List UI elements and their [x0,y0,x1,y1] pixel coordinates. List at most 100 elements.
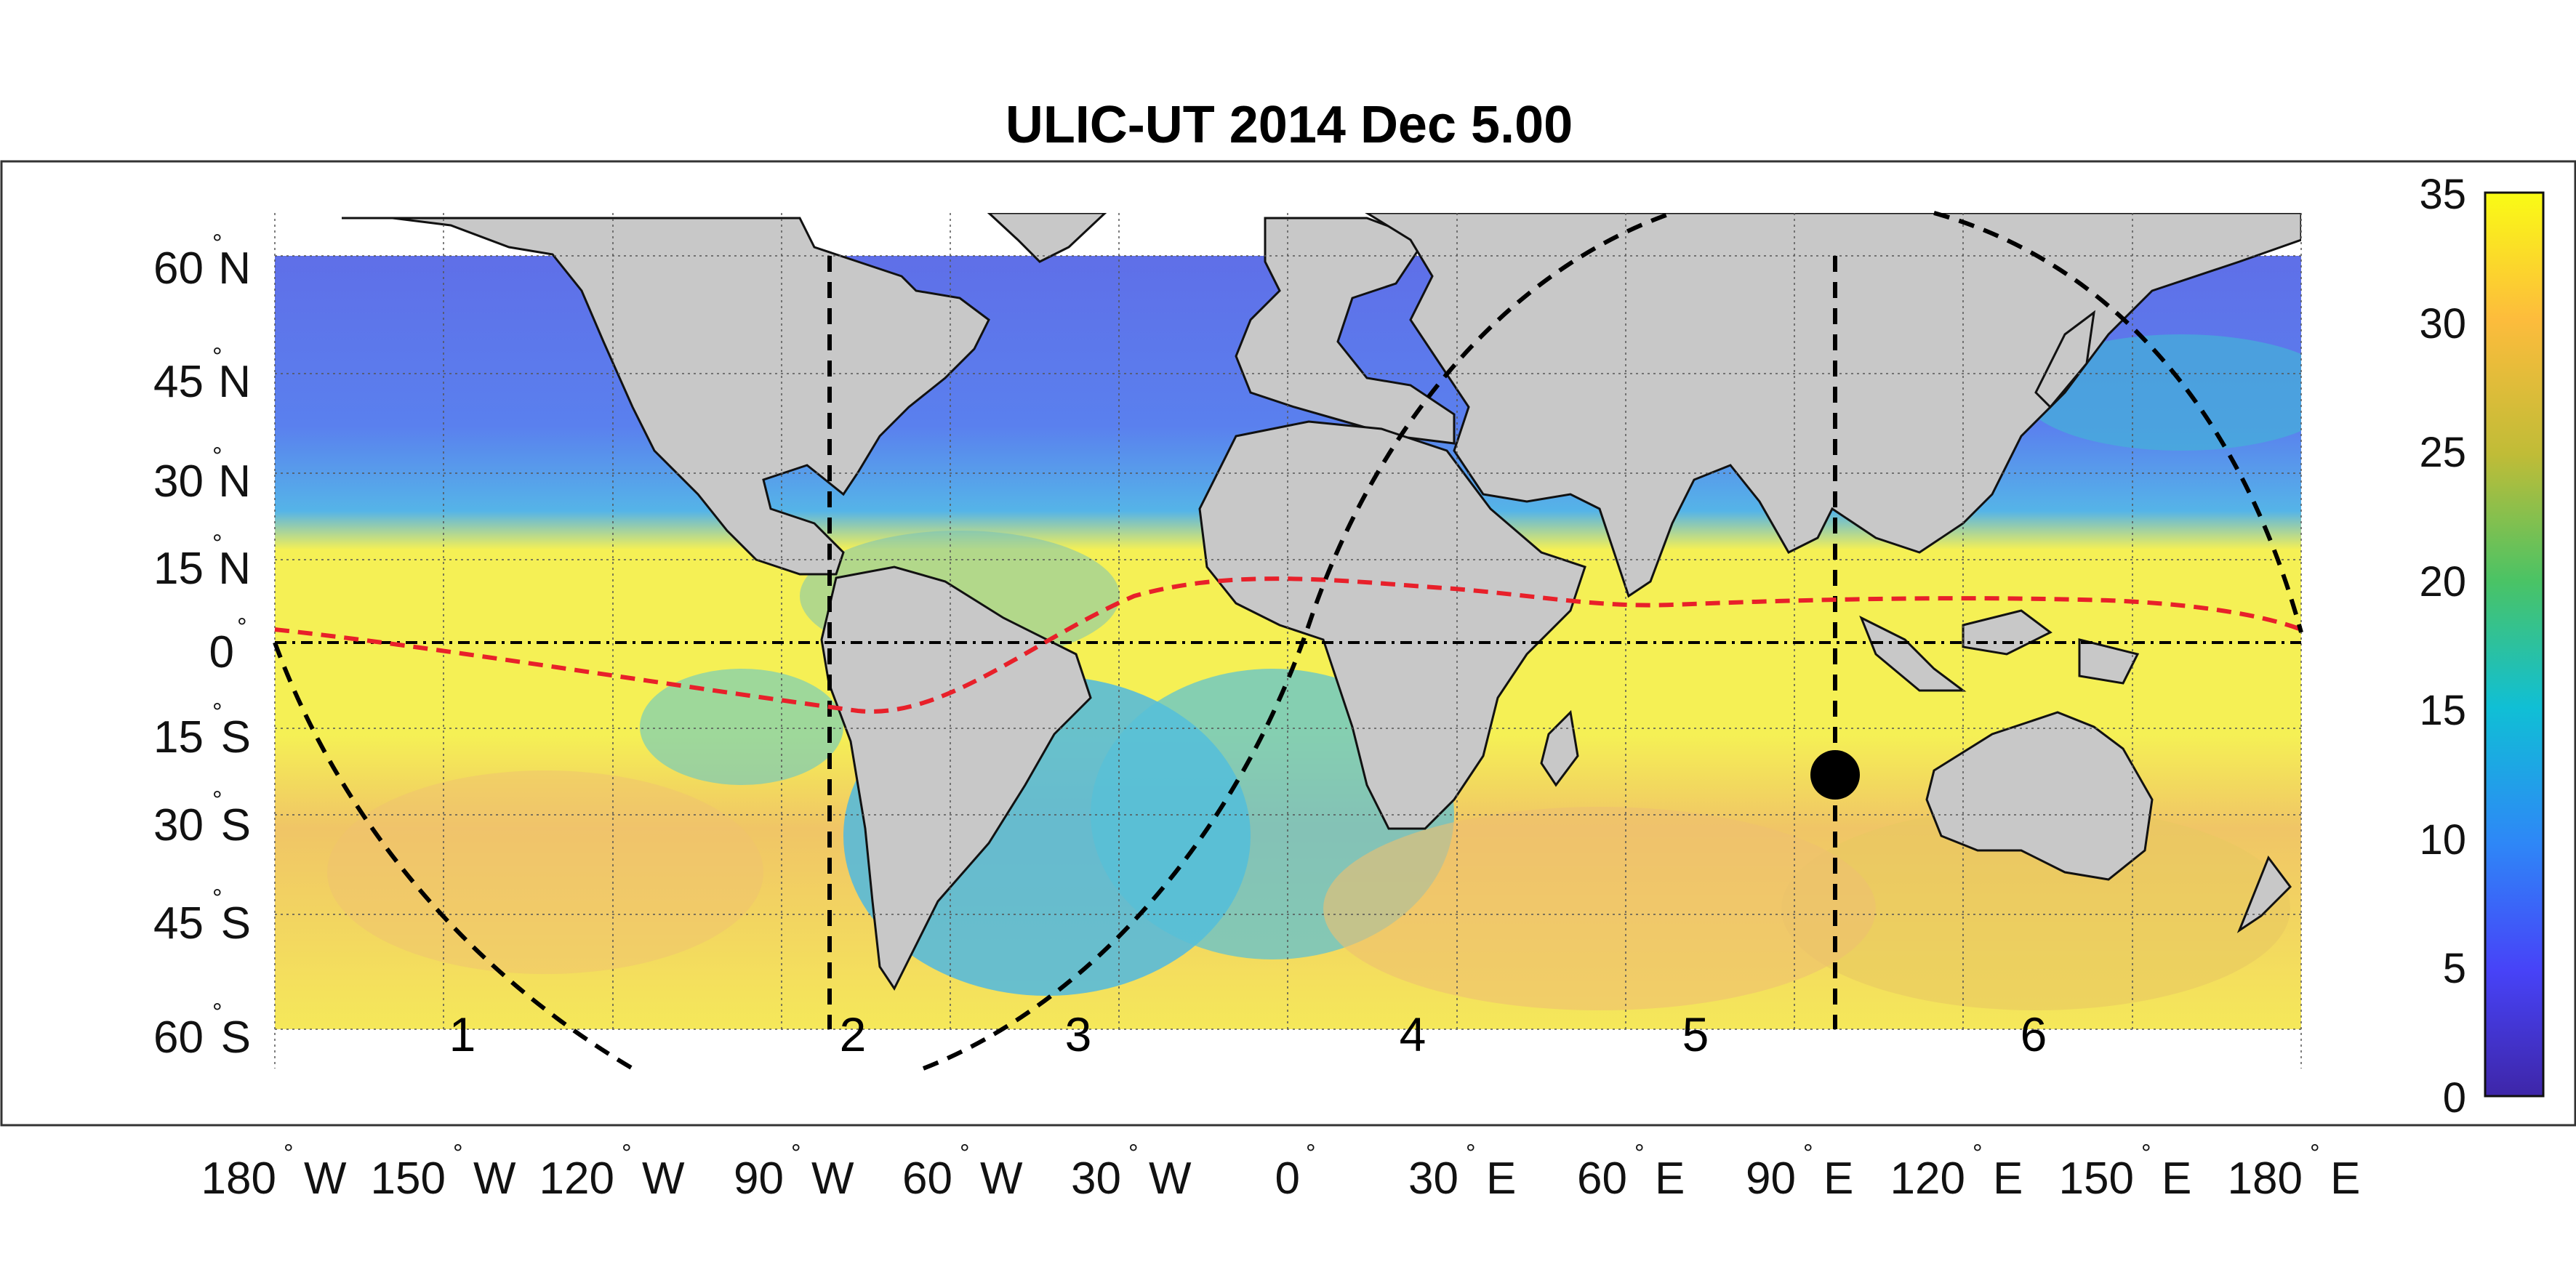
lon-label: 30 ° W [1071,1140,1192,1204]
lat-hemi: N [218,456,251,507]
lon-label: 60 ° E [1577,1140,1685,1204]
sst-anomaly-patches [327,334,2301,1010]
lon-value: 180 [201,1154,276,1204]
lon-value: 120 [1890,1154,1965,1204]
colorbar-gradient [2484,191,2545,1098]
lon-hemi: E [1823,1154,1853,1204]
lon-label: 120 ° W [539,1140,685,1204]
lon-value: 60 [1577,1154,1627,1204]
colorbar-tick-label: 0 [2443,1074,2466,1122]
degree-symbol: ° [284,1140,294,1167]
lon-value: 90 [1746,1154,1796,1204]
landmass-europe [1235,217,1456,445]
lon-value: 30 [1408,1154,1458,1204]
landmass-africa [1198,420,1586,830]
lat-value: 45 [153,357,204,407]
lon-hemi: W [304,1154,347,1204]
lat-hemi: N [218,243,251,294]
degree-symbol: ° [791,1140,801,1167]
lon-label: 150 ° E [2059,1140,2192,1204]
lon-hemi: W [642,1154,685,1204]
lat-hemi: S [221,800,251,850]
lon-label: 0 ° [1275,1140,1316,1204]
lat-label-60n: 60 °N [153,230,251,294]
degree-symbol: ° [212,885,222,912]
lon-label: 30 ° E [1408,1140,1516,1204]
degree-symbol: ° [1803,1140,1813,1167]
landmass-south-america [820,565,1092,991]
degree-symbol: ° [212,999,222,1026]
degree-symbol: ° [212,230,222,257]
land-masses [342,213,2301,991]
terminator-arc-center [922,211,1673,1071]
degree-symbol: ° [960,1140,970,1167]
longitude-tick-labels: 180 ° W 150 ° W 120 ° W 90 ° W 60 ° W 30 ° W 0 ° 30 ° E… [201,1140,2361,1204]
lat-value: 15 [153,544,204,594]
degree-symbol: ° [2310,1140,2320,1167]
lat-label-60s: 60 °S [153,999,251,1063]
landmass-north-america [342,217,990,576]
colorbar-tick-label: 5 [2443,945,2466,992]
lon-hemi: E [2162,1154,2191,1204]
lon-value: 60 [902,1154,952,1204]
degree-symbol: ° [1634,1140,1645,1167]
map-area [273,211,2303,1071]
terminator-arc-west [273,641,634,1071]
lon-hemi: E [2330,1154,2360,1204]
degree-symbol: ° [1973,1140,1983,1167]
colorbar-tick-label: 15 [2419,687,2466,734]
degree-symbol: ° [237,613,247,641]
lon-hemi: E [1993,1154,2023,1204]
degree-symbol: ° [212,343,222,371]
lon-hemi: E [1655,1154,1685,1204]
region-labels: 1 2 3 4 5 6 [449,1007,2047,1061]
lat-value: 60 [153,1013,204,1063]
landmass-japan [2034,310,2095,409]
lat-label-0: 0 ° [209,613,247,677]
lat-hemi: N [218,357,251,407]
chart-title: ULIC-UT 2014 Dec 5.00 [1006,96,1573,154]
landmass-greenland [987,213,1107,263]
lon-hemi: W [811,1154,854,1204]
degree-symbol: ° [453,1140,463,1167]
lat-value: 0 [209,627,234,677]
lon-label: 90 ° W [734,1140,854,1204]
lon-hemi: W [1149,1154,1192,1204]
region-label: 5 [1682,1007,1709,1061]
terminator-arc-east [1933,211,2303,633]
lat-hemi: S [221,712,251,762]
degree-symbol: ° [212,530,222,558]
lat-hemi: S [221,1013,251,1063]
landmass-australia [1925,711,2154,881]
colorbar-tick-label: 10 [2419,816,2466,864]
colorbar-tick-label: 30 [2419,300,2466,347]
region-label: 6 [2021,1007,2047,1061]
region-label: 4 [1400,1007,1427,1061]
degree-symbol: ° [1128,1140,1139,1167]
landmass-asia [1365,213,2301,598]
degree-symbol: ° [1306,1140,1316,1167]
region-label: 1 [449,1007,476,1061]
lon-label: 120 ° E [1890,1140,2023,1204]
lon-label: 150 ° W [371,1140,516,1204]
lat-hemi: N [218,544,251,594]
dip-equator-line [274,576,2303,714]
degree-symbol: ° [212,786,222,814]
region-label: 2 [840,1007,867,1061]
lon-label: 60 ° W [902,1140,1023,1204]
lon-value: 90 [734,1154,784,1204]
degree-symbol: ° [2141,1140,2151,1167]
landmass-madagascar [1540,709,1579,787]
lat-label-30s: 30 °S [153,786,251,850]
lat-value: 45 [153,898,204,949]
lon-label: 180 ° E [2228,1140,2361,1204]
lon-value: 150 [371,1154,446,1204]
colorbar-tick-label: 20 [2419,558,2466,605]
lat-label-15n: 15 °N [153,530,251,594]
lon-value: 120 [539,1154,614,1204]
lat-label-45n: 45 °N [153,343,251,407]
lat-value: 30 [153,456,204,507]
degree-symbol: ° [1466,1140,1476,1167]
colorbar-ticks: 35 30 25 20 15 10 5 0 [2419,171,2466,1122]
